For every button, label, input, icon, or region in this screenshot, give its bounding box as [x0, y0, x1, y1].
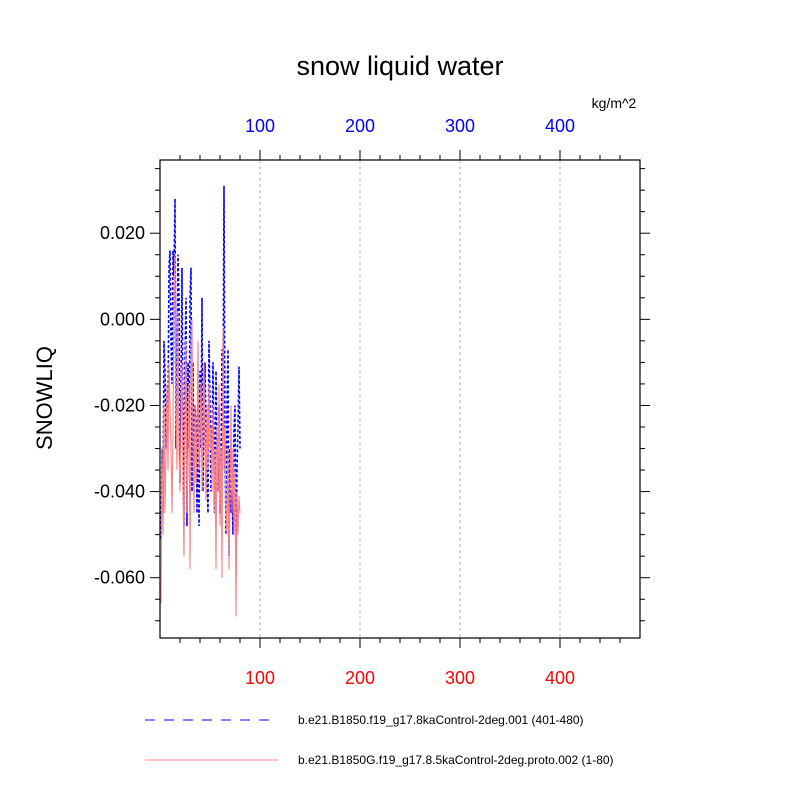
y-tick-label-1: 0.000	[100, 309, 145, 329]
series-line-1	[160, 254, 241, 617]
legend: b.e21.B1850.f19_g17.8kaControl-2deg.001 …	[145, 713, 614, 767]
x-bottom-tick-label-2: 300	[445, 668, 475, 688]
series-layer	[160, 185, 241, 617]
y-axis-label: SNOWLIQ	[32, 346, 57, 450]
chart-title: snow liquid water	[296, 51, 503, 81]
y-tick-label-4: -0.060	[94, 568, 145, 588]
legend-label-1: b.e21.B1850G.f19_g17.8.5kaControl-2deg.p…	[298, 753, 614, 767]
units-label: kg/m^2	[592, 95, 637, 111]
ticks-layer	[150, 150, 650, 648]
x-top-tick-label-3: 400	[545, 116, 575, 136]
x-top-tick-label-1: 200	[345, 116, 375, 136]
y-tick-label-0: 0.020	[100, 223, 145, 243]
plot-frame	[159, 159, 641, 639]
x-bottom-tick-label-3: 400	[545, 668, 575, 688]
x-bottom-tick-label-1: 200	[345, 668, 375, 688]
x-top-tick-label-0: 100	[245, 116, 275, 136]
grid	[259, 160, 561, 638]
legend-label-0: b.e21.B1850.f19_g17.8kaControl-2deg.001 …	[298, 713, 584, 727]
tick-labels-layer: 0.020 0.000 -0.020 -0.040 -0.060 100 200 300 400…	[94, 116, 575, 688]
x-bottom-tick-label-0: 100	[245, 668, 275, 688]
y-tick-label-3: -0.040	[94, 482, 145, 502]
y-tick-label-2: -0.020	[94, 395, 145, 415]
x-top-tick-label-2: 300	[445, 116, 475, 136]
